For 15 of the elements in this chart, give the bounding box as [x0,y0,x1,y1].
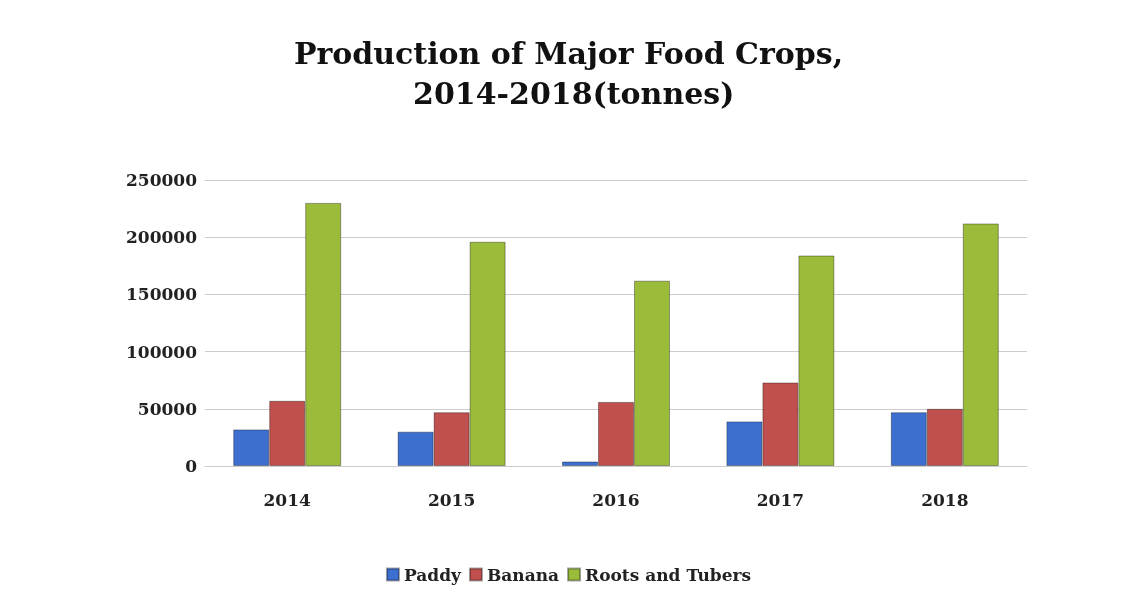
chart-title: Production of Major Food Crops, 2014-2018(tonnes) [293,35,844,111]
y-tick-label: 150000 [126,284,198,305]
y-tick-label: 200000 [126,227,198,248]
x-tick-label: 2017 [756,489,805,510]
y-tick-label: 0 [185,456,198,476]
legend-label: Banana [486,564,560,585]
y-tick-label: 100000 [126,341,198,362]
x-tick-label: 2016 [592,489,640,510]
legend-label: Roots and Tubers [585,564,752,585]
x-tick-label: 2015 [427,489,476,510]
x-tick-label: 2014 [263,489,312,510]
x-tick-label: 2018 [921,489,969,510]
legend-label: Paddy [403,564,463,585]
y-tick-label: 250000 [126,170,198,190]
y-tick-label: 50000 [137,398,198,419]
